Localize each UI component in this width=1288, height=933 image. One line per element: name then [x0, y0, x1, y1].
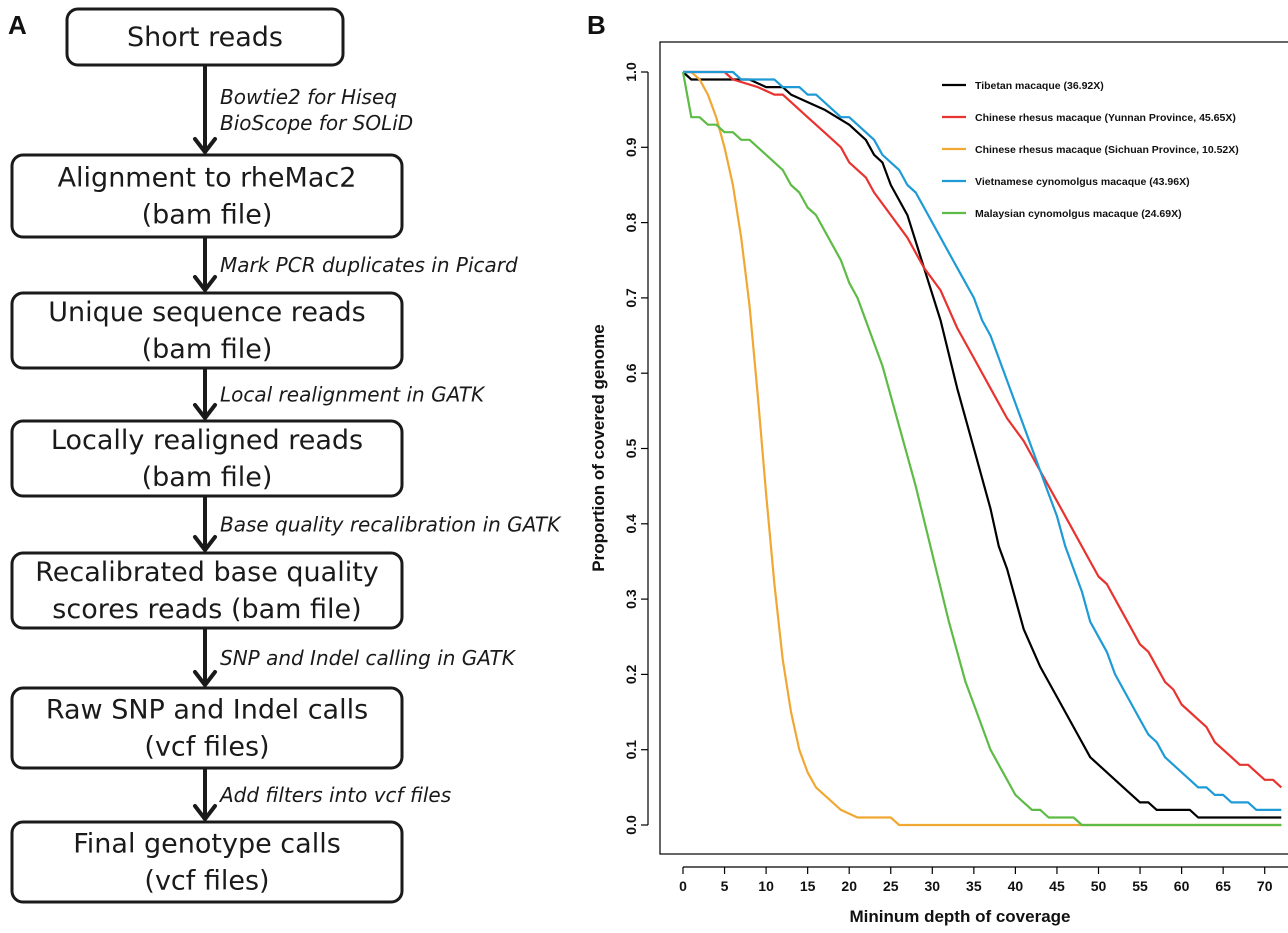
x-axis: 0 5 10 15 20 25 30 35 40 45 50 55 60 65 70 — [679, 866, 1288, 894]
coverage-line-chart: 0.0 0.1 0.2 0.3 0.4 0.5 0.6 0.7 0.8 0.9 1.0 0 5 10 15… — [589, 41, 1288, 926]
flow-box-text: Alignment to rheMac2 — [58, 163, 357, 194]
y-tick-label: 0.5 — [623, 439, 639, 459]
pipeline-flowchart: Short reads Alignment to rheMac2 (bam file… — [10, 7, 562, 904]
x-axis-title: Mininum depth of coverage — [849, 907, 1070, 926]
flow-step-label: Base quality recalibration in GATK — [220, 513, 562, 537]
x-tick-label: 65 — [1215, 878, 1231, 894]
flow-step-label: BioScope for SOLiD — [220, 111, 413, 135]
y-tick-label: 0.0 — [623, 815, 639, 835]
arrow-head — [193, 275, 217, 292]
y-tick-label: 0.1 — [623, 740, 639, 760]
x-tick-label: 55 — [1132, 878, 1148, 894]
flow-step-label: Local realignment in GATK — [220, 383, 486, 407]
x-tick-label: 35 — [966, 878, 982, 894]
flow-box-text: (bam file) — [142, 334, 273, 365]
panel-a-label: A — [8, 10, 27, 40]
flow-arrow-3: Local realignment in GATK — [185, 368, 486, 423]
y-tick-label: 1.0 — [623, 62, 639, 82]
x-tick-label: 5 — [721, 878, 729, 894]
y-axis: 0.0 0.1 0.2 0.3 0.4 0.5 0.6 0.7 0.8 0.9 1.0 — [623, 62, 649, 835]
x-tick-label: 15 — [800, 878, 816, 894]
x-tick-label: 70 — [1257, 878, 1273, 894]
flow-box-text: Locally realigned reads — [51, 425, 363, 456]
flow-box-3: Unique sequence reads (bam file) — [10, 291, 404, 370]
flow-box-text: Short reads — [127, 22, 283, 53]
x-tick-label: 60 — [1174, 878, 1190, 894]
x-tick-label: 50 — [1091, 878, 1107, 894]
plot-frame — [659, 41, 1288, 855]
flow-box-text: (bam file) — [142, 200, 273, 231]
flow-box-text: scores reads (bam file) — [52, 594, 361, 625]
y-tick-label: 0.9 — [623, 137, 639, 157]
series-layer — [681, 70, 1283, 827]
legend-label: Chinese rhesus macaque (Sichuan Province… — [975, 144, 1239, 156]
flow-box-text: (vcf files) — [144, 866, 269, 897]
flow-step-label: Mark PCR duplicates in Picard — [220, 253, 518, 277]
x-tick-label: 40 — [1008, 878, 1024, 894]
series-line-4 — [683, 70, 1282, 812]
flow-box-4: Locally realigned reads (bam file) — [10, 419, 404, 498]
flow-arrow-6: Add filters into vcf files — [185, 768, 451, 824]
flow-box-text: (bam file) — [142, 462, 273, 493]
x-tick-label: 20 — [841, 878, 857, 894]
y-tick-label: 0.7 — [623, 288, 639, 308]
flow-step-label: Bowtie2 for Hiseq — [220, 85, 397, 109]
flow-box-text: Raw SNP and Indel calls — [46, 695, 368, 726]
flow-arrow-5: SNP and Indel calling in GATK — [185, 628, 517, 690]
legend-label: Vietnamese cynomolgus macaque (43.96X) — [975, 176, 1190, 188]
series-line-3 — [683, 70, 1282, 827]
y-tick-label: 0.4 — [623, 514, 639, 534]
series-line-2 — [683, 70, 1283, 789]
flow-step-label: SNP and Indel calling in GATK — [220, 646, 517, 670]
flow-box-text: Final genotype calls — [73, 829, 341, 860]
flow-arrow-4: Base quality recalibration in GATK — [185, 496, 562, 555]
legend-label: Chinese rhesus macaque (Yunnan Province,… — [975, 112, 1236, 124]
flow-box-2: Alignment to rheMac2 (bam file) — [10, 153, 404, 239]
y-tick-label: 0.8 — [623, 213, 639, 233]
arrow-head — [193, 403, 217, 420]
flow-box-text: (vcf files) — [144, 732, 269, 763]
panel-b-label: B — [587, 10, 606, 40]
x-tick-label: 30 — [925, 878, 941, 894]
legend-label: Malaysian cynomolgus macaque (24.69X) — [975, 208, 1182, 220]
y-axis-title: Proportion of covered genome — [589, 324, 608, 571]
flow-box-7: Final genotype calls (vcf files) — [10, 820, 404, 904]
flow-box-text: Unique sequence reads — [48, 297, 365, 328]
y-tick-label: 0.3 — [623, 589, 639, 609]
x-tick-label: 0 — [679, 878, 687, 894]
arrow-head — [193, 137, 217, 154]
flow-box-1: Short reads — [65, 7, 345, 67]
arrow-head — [193, 670, 217, 687]
x-tick-label: 10 — [758, 878, 774, 894]
x-tick-label: 25 — [883, 878, 899, 894]
series-line-1 — [682, 71, 1282, 819]
flow-box-6: Raw SNP and Indel calls (vcf files) — [10, 686, 404, 770]
flow-arrow-2: Mark PCR duplicates in Picard — [185, 237, 518, 295]
y-tick-label: 0.6 — [623, 363, 639, 383]
legend-label: Tibetan macaque (36.92X) — [975, 80, 1104, 92]
x-tick-label: 45 — [1049, 878, 1065, 894]
flow-box-text: Recalibrated base quality — [35, 557, 379, 588]
flow-box-5: Recalibrated base quality scores reads (b… — [10, 551, 404, 630]
legend: Tibetan macaque (36.92X) Chinese rhesus m… — [942, 80, 1239, 220]
arrow-head — [193, 804, 217, 821]
series-line-5 — [681, 71, 1282, 827]
arrow-head — [193, 535, 217, 552]
flow-step-label: Add filters into vcf files — [218, 783, 451, 807]
y-tick-label: 0.2 — [623, 664, 639, 684]
